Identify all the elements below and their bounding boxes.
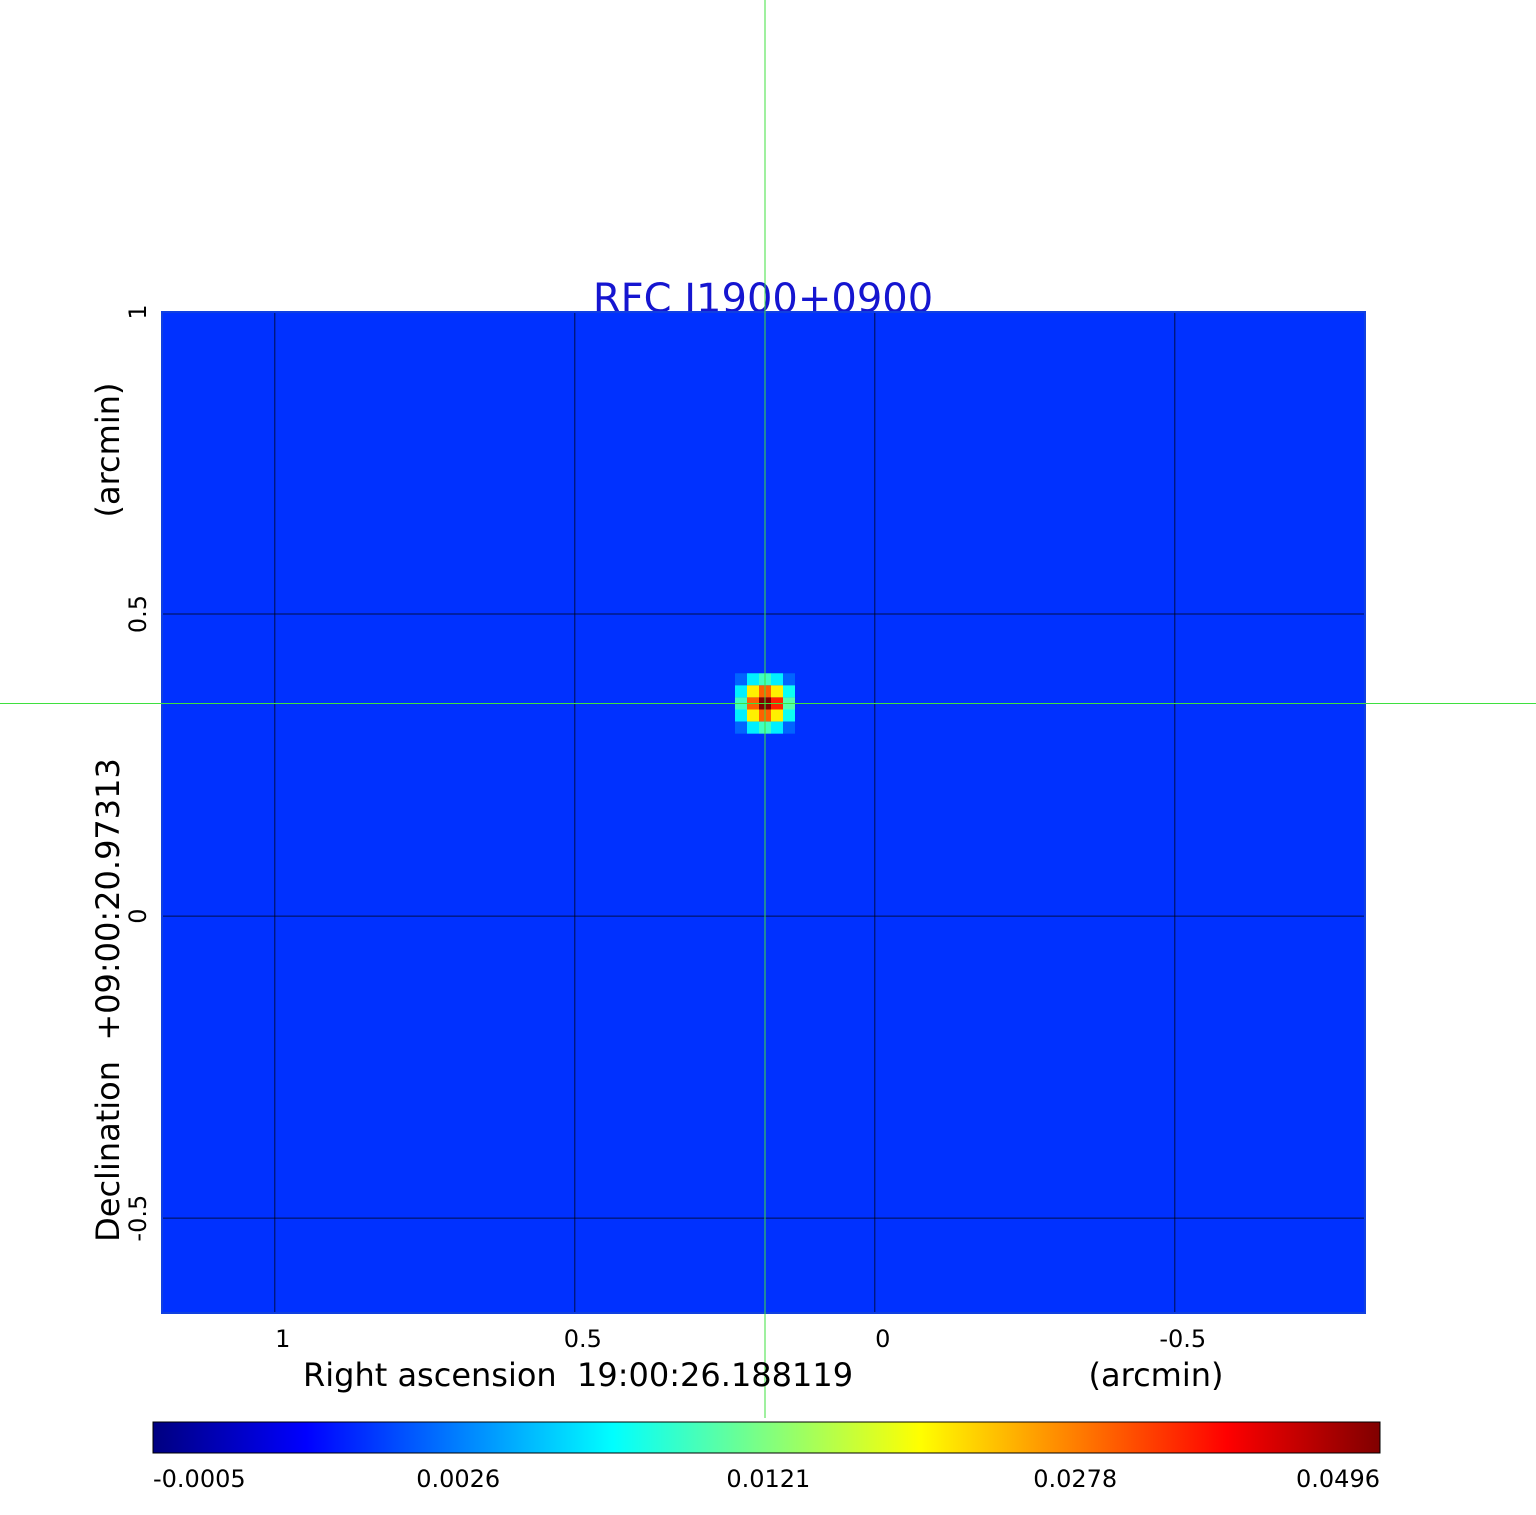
image-pixel [771,721,783,734]
x-tick-label: 0 [875,1325,890,1353]
x-tick-label: -0.5 [1159,1325,1206,1353]
image-pixel [735,709,747,722]
y-axis-label: Declination +09:00:20.97313 [89,758,127,1242]
colorbar [152,1421,1381,1454]
x-axis-label: Right ascension 19:00:26.188119 [303,1356,853,1394]
y-tick-label: 0 [124,908,152,923]
y-tick-label: 1 [124,304,152,319]
y-tick-label: -0.5 [124,1195,152,1242]
y-tick-label: 0.5 [124,595,152,633]
image-pixel [783,721,795,734]
colorbar-tick-label: 0.0496 [1296,1465,1380,1493]
colorbar-tick-label: 0.0278 [1033,1465,1117,1493]
colorbar-tick-label: -0.0005 [153,1465,246,1493]
x-tick-label: 1 [275,1325,290,1353]
colorbar-tick-label: 0.0121 [726,1465,810,1493]
y-axis-unit: (arcmin) [89,383,127,518]
image-pixel [735,673,747,686]
image-pixel [735,685,747,698]
image-pixel [771,685,783,698]
image-pixel [771,709,783,722]
image-pixel [747,685,759,698]
image-pixel [747,721,759,734]
x-tick-label: 0.5 [564,1325,602,1353]
image-pixel [771,673,783,686]
x-axis-unit: (arcmin) [1089,1356,1224,1394]
colorbar-tick-label: 0.0026 [416,1465,500,1493]
plot-frame [161,311,1366,1314]
image-pixel [747,673,759,686]
image-pixel [747,709,759,722]
image-pixel [783,673,795,686]
image-pixel [783,709,795,722]
image-pixel [783,685,795,698]
image-pixel [735,721,747,734]
image-background [162,312,1365,1313]
